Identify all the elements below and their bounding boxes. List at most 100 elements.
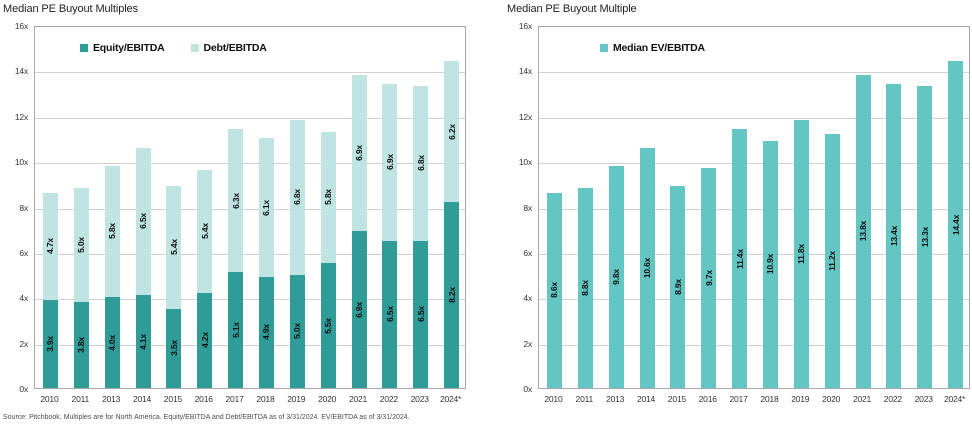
- legend-swatch: [190, 44, 199, 52]
- x-tick-label: 2021: [348, 394, 368, 404]
- bar-value-label: 8.8x: [580, 280, 591, 297]
- bar-segment: [382, 84, 398, 241]
- y-tick-label: 4x: [19, 293, 28, 304]
- gridline: [35, 344, 465, 346]
- bar-segment: [135, 147, 151, 295]
- x-tick-label: 2019: [791, 394, 810, 404]
- x-tick-label: 2020: [822, 394, 841, 404]
- bar-segment: [320, 131, 336, 264]
- bar-segment: [258, 276, 274, 388]
- y-tick-label: 14x: [14, 66, 28, 77]
- x-tick-label: 2013: [102, 394, 121, 404]
- bar-value-label: 5.8x: [323, 189, 334, 206]
- bar-value-label: 6.8x: [292, 189, 303, 206]
- bar-segment: [135, 294, 151, 388]
- bar-segment: [42, 192, 58, 300]
- bar-segment: [166, 186, 182, 309]
- bar-segment: [639, 147, 655, 388]
- gridline: [35, 208, 465, 210]
- gridline: [539, 253, 969, 255]
- bar-segment: [228, 272, 244, 388]
- bar-value-label: 6.3x: [230, 192, 241, 209]
- gridline: [35, 117, 465, 119]
- y-tick-label: 8x: [19, 202, 28, 213]
- x-tick-label: 2023: [410, 394, 429, 404]
- bar-value-label: 8.9x: [672, 279, 683, 295]
- bar-value-label: 5.8x: [107, 223, 118, 240]
- single-bar-chart: 8.6x 8.8x 9.8x 10.6x 8.9x 9.7x 11.4x 10.9x 11.8x…: [486, 0, 972, 410]
- y-tick-label: 12x: [518, 111, 532, 122]
- bar-value-label: 9.7x: [703, 270, 714, 286]
- legend-label: Median EV/EBITDA: [613, 42, 705, 54]
- bar-value-label: 3.8x: [76, 337, 87, 353]
- bar-segment: [732, 129, 748, 388]
- bar-segment: [444, 61, 460, 202]
- bar-segment: [382, 240, 398, 388]
- y-tick-label: 2x: [523, 338, 532, 349]
- gridline: [539, 208, 969, 210]
- legend-label: Equity/EBITDA: [93, 42, 165, 54]
- x-tick-label: 2011: [71, 394, 90, 404]
- x-tick-label: 2021: [852, 394, 872, 404]
- x-tick-label: 2015: [667, 394, 686, 404]
- x-tick-label: 2020: [318, 394, 337, 404]
- gridline: [35, 253, 465, 255]
- bar-segment: [289, 274, 305, 388]
- legend-label: Debt/EBITDA: [203, 42, 267, 54]
- y-tick-label: 4x: [523, 293, 532, 304]
- bar-value-label: 5.1x: [230, 322, 241, 339]
- bar-segment: [166, 308, 182, 388]
- bar-segment: [670, 186, 686, 388]
- bar-value-label: 14.4x: [950, 214, 961, 235]
- bar-value-label: 5.0x: [76, 237, 87, 253]
- x-tick-label: 2010: [40, 394, 59, 404]
- bar-value-label: 10.6x: [642, 257, 652, 278]
- bar-segment: [855, 74, 871, 388]
- chart-panel-single: Median PE Buyout Multiple 8.6x 8.8x 9.8x 10…: [486, 0, 972, 410]
- bar-segment: [577, 188, 593, 388]
- bar-segment: [701, 167, 717, 388]
- bar-segment: [824, 133, 840, 388]
- bar-value-label: 10.9x: [765, 254, 776, 275]
- y-tick-label: 10x: [518, 157, 532, 168]
- x-tick-label: 2018: [256, 394, 275, 404]
- bar-value-label: 11.2x: [827, 251, 838, 271]
- legend-swatch: [80, 44, 88, 52]
- bar-value-label: 6.9x: [354, 145, 364, 162]
- bar-value-label: 4.7x: [45, 238, 56, 255]
- stacked-bar-chart: 3.9x 4.7x 3.8x 5.0x 4.0x 5.8x 4.1x 6.5x 3.5x 5.4x…: [0, 0, 486, 410]
- legend-item: Median EV/EBITDA: [600, 42, 705, 54]
- chart-title-right: Median PE Buyout Multiple: [507, 3, 637, 15]
- bar-value-label: 5.4x: [168, 239, 179, 256]
- bar-value-label: 6.1x: [261, 199, 272, 216]
- bar-segment: [351, 231, 367, 388]
- y-tick-label: 6x: [523, 247, 532, 258]
- bar-segment: [762, 140, 778, 388]
- gridline: [539, 117, 969, 119]
- gridline: [539, 299, 969, 301]
- bar-value-label: 6.5x: [384, 306, 395, 323]
- y-tick-label: 0x: [523, 384, 532, 394]
- gridline: [539, 72, 969, 74]
- bar-value-label: 11.8x: [796, 244, 807, 265]
- x-tick-label: 2016: [194, 394, 213, 404]
- gridline: [539, 163, 969, 165]
- y-tick-label: 14x: [518, 66, 532, 77]
- y-tick-label: 16x: [518, 21, 532, 31]
- bar-value-label: 4.0x: [107, 334, 118, 351]
- x-tick-label: 2016: [698, 394, 717, 404]
- bar-value-label: 13.4x: [888, 225, 899, 247]
- bar-segment: [886, 84, 902, 388]
- chart-panel-stacked: Median PE Buyout Multiples 3.9x 4.7x 3.8x 5…: [0, 0, 486, 410]
- legend-swatch: [600, 44, 608, 52]
- bar-value-label: 6.9x: [384, 154, 395, 171]
- bar-value-label: 3.9x: [45, 335, 56, 352]
- bar-segment: [42, 299, 58, 388]
- legend: Median EV/EBITDA: [600, 42, 705, 54]
- bar-segment: [73, 188, 89, 302]
- bar-segment: [948, 61, 964, 388]
- bar-value-label: 6.8x: [415, 155, 426, 172]
- legend-item: Debt/EBITDA: [190, 42, 267, 54]
- legend: Equity/EBITDA Debt/EBITDA: [80, 42, 267, 54]
